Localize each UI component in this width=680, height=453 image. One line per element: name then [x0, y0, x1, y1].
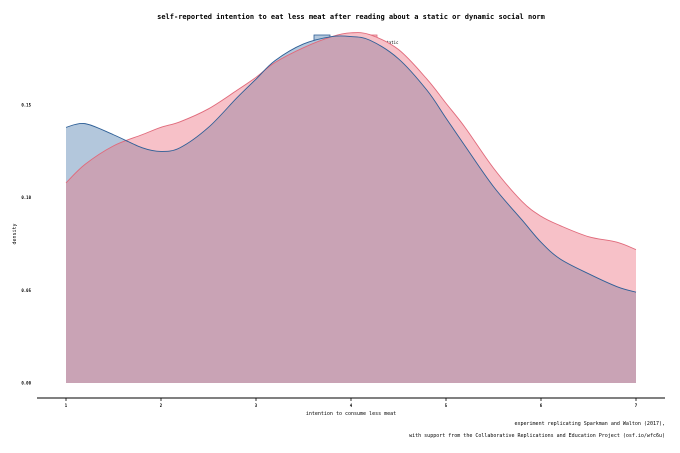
x-tick-label: 2 — [160, 403, 163, 408]
y-axis-label: density — [12, 223, 18, 244]
x-tick-label: 6 — [540, 403, 543, 408]
y-tick-label: 0.10 — [21, 195, 31, 200]
y-tick-label: 0.05 — [21, 288, 31, 293]
series-line-static — [65, 32, 637, 251]
chart-title: self-reported intention to eat less meat… — [157, 13, 545, 21]
y-tick-label: 0.00 — [21, 381, 31, 386]
plot-area — [65, 32, 637, 384]
legend-label-static: static — [384, 40, 399, 45]
caption-line-1: experiment replicating Sparkman and Walt… — [514, 421, 665, 427]
x-axis-label: intention to consume less meat — [306, 411, 396, 417]
series-overlap-area — [66, 35, 636, 383]
caption-line-2: with support from the Collaborative Repl… — [409, 433, 665, 439]
x-tick-label: 5 — [445, 403, 448, 408]
series-line-dynamic — [65, 35, 637, 293]
x-tick-label: 1 — [65, 403, 68, 408]
x-tick-label: 3 — [255, 403, 258, 408]
x-tick-label: 7 — [635, 403, 638, 408]
x-tick-label: 4 — [350, 403, 353, 408]
y-ticks: 0.00 0.05 0.10 0.15 — [21, 103, 31, 386]
y-tick-label: 0.15 — [21, 103, 31, 108]
x-ticks: 1 2 3 4 5 6 7 — [65, 398, 638, 408]
